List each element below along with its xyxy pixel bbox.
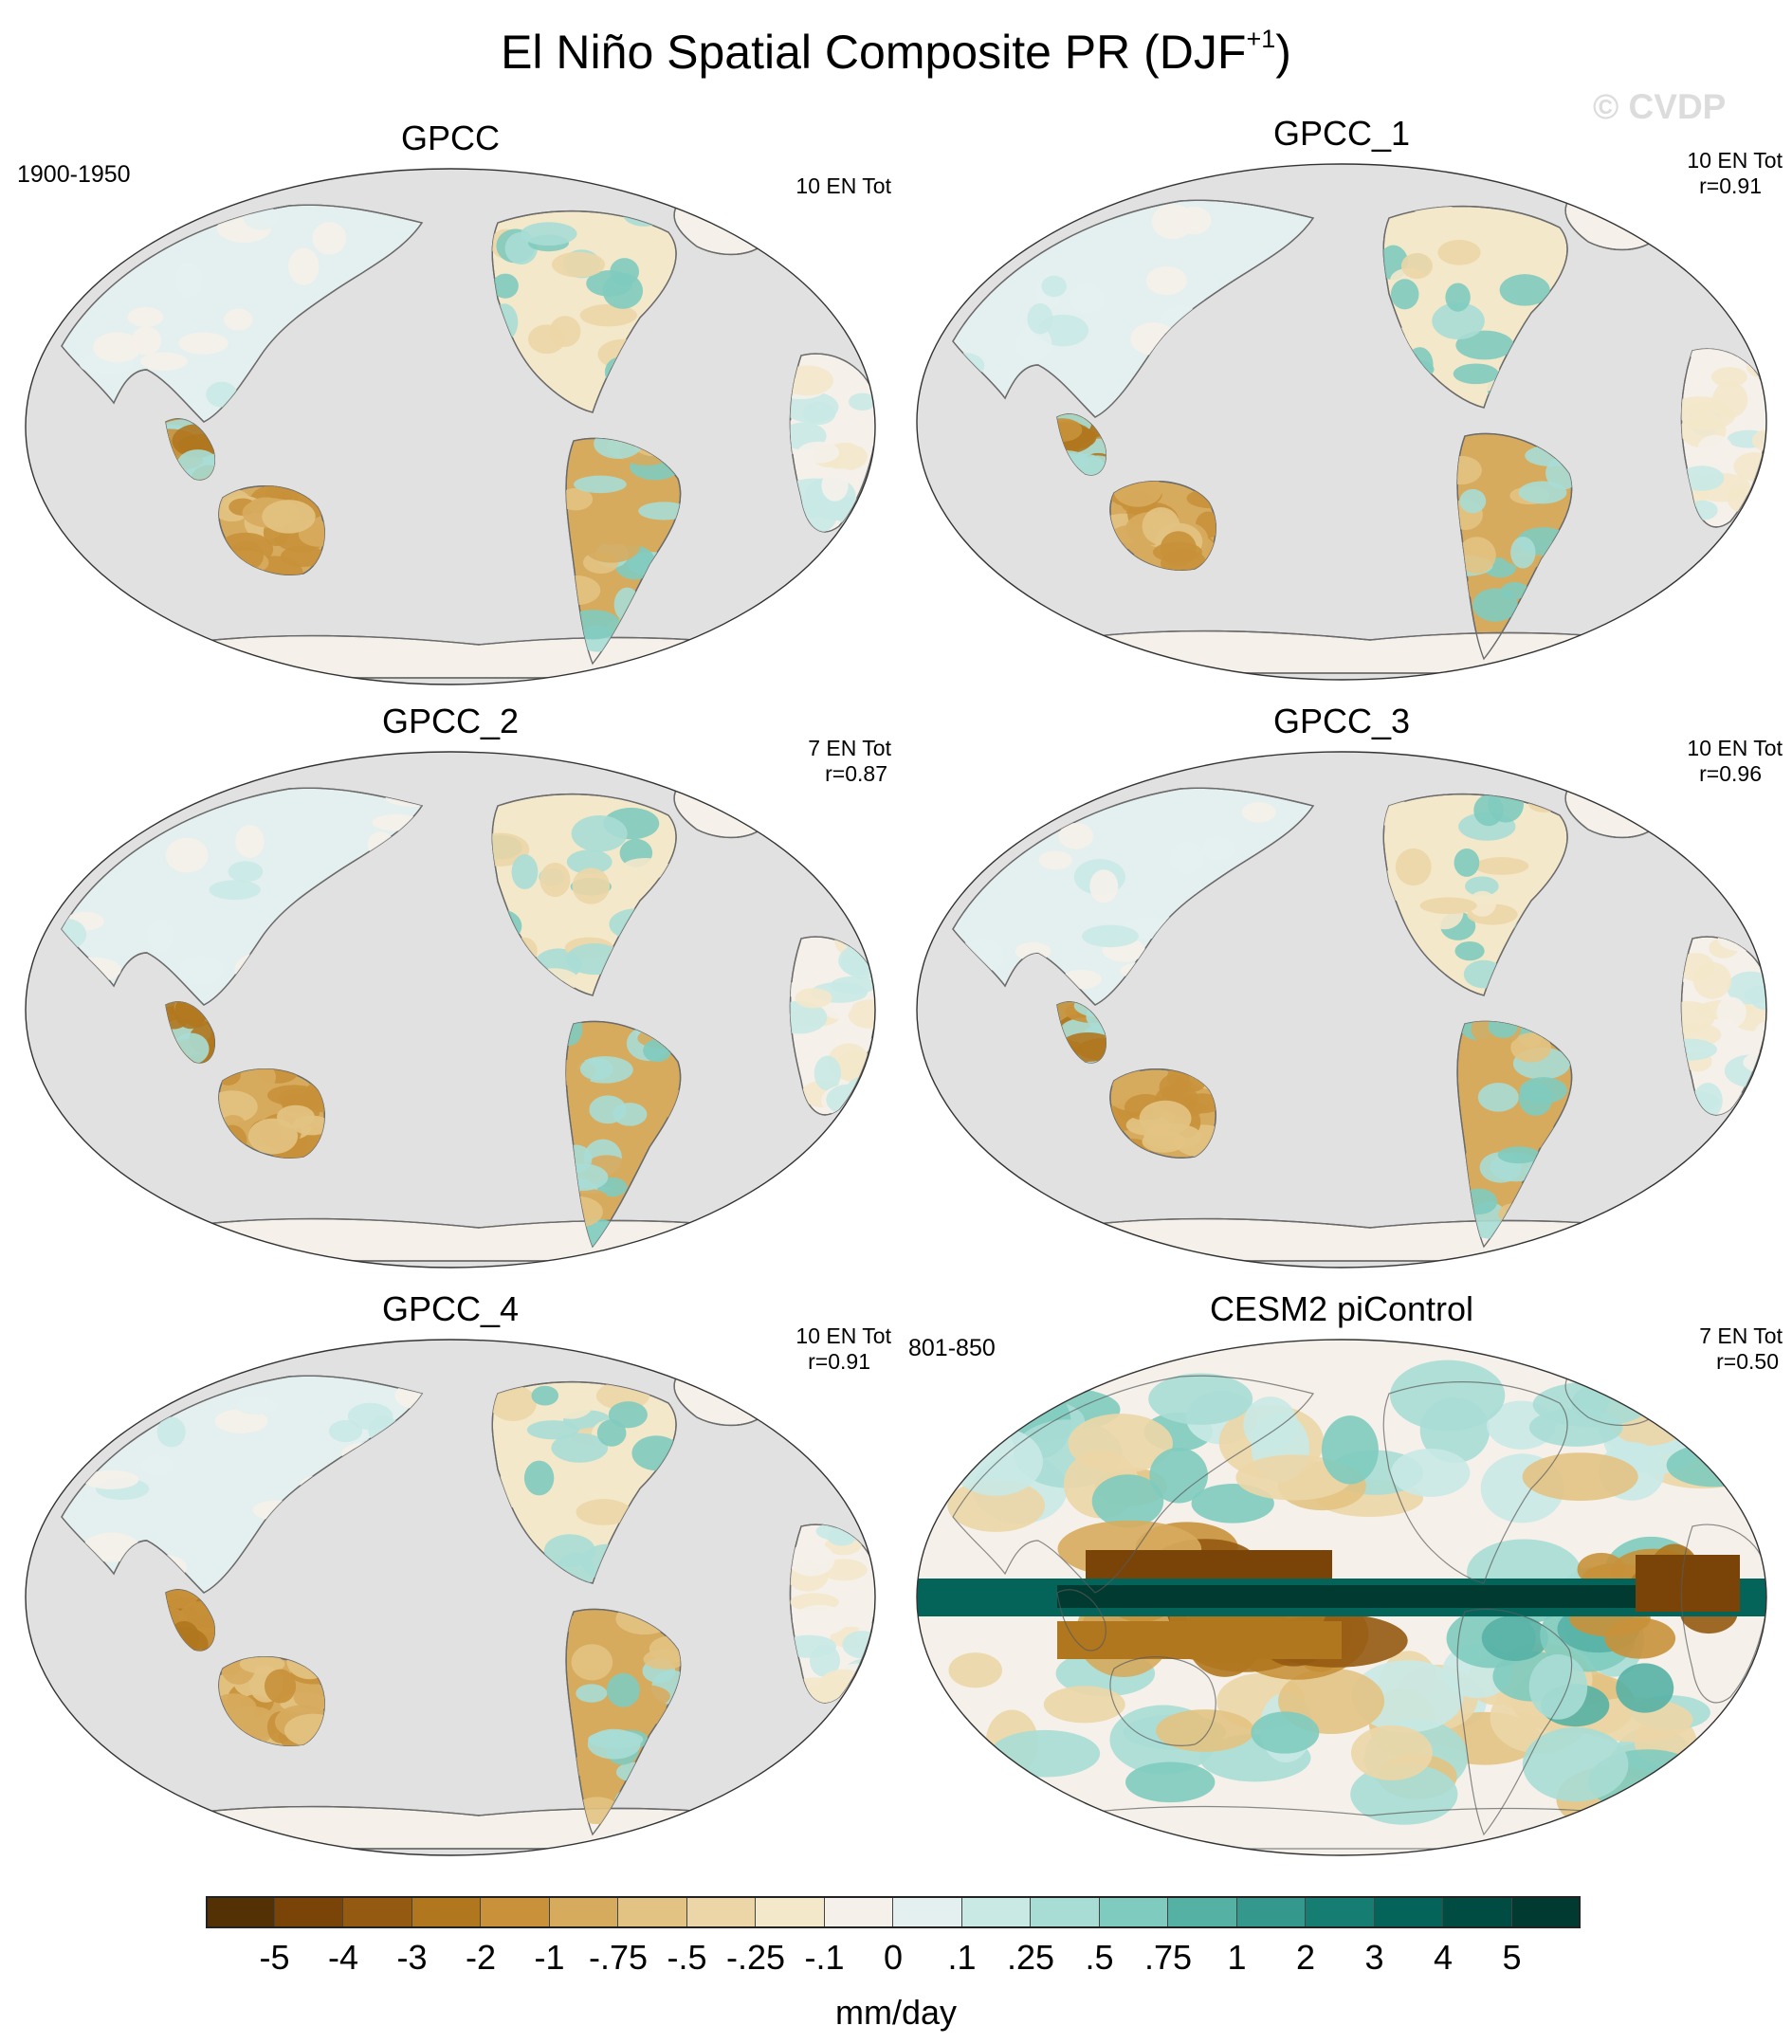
colorbar-swatch — [343, 1896, 412, 1928]
figure-title-text: El Niño Spatial Composite PR (DJF — [501, 26, 1247, 79]
colorbar-tick-label: -2 — [465, 1938, 497, 1977]
colorbar-swatch — [756, 1896, 825, 1928]
colorbar-tick-label: 1 — [1227, 1938, 1247, 1977]
colorbar-tick-label: -3 — [396, 1938, 428, 1977]
colorbar-tick-label: .5 — [1085, 1938, 1114, 1977]
colorbar-tick-label: 2 — [1295, 1938, 1316, 1977]
panel-title: GPCC_4 — [381, 1289, 520, 1328]
panel-title: CESM2 piControl — [1209, 1289, 1474, 1328]
panel-title: GPCC_3 — [1272, 702, 1411, 740]
panel-title: GPCC — [400, 119, 500, 157]
colorbar-tick-label: -4 — [327, 1938, 359, 1977]
panel-stats-count: 10 EN Tot — [795, 1323, 891, 1348]
panel-stats-corr: r=0.87 — [825, 761, 887, 786]
colorbar-swatch — [549, 1896, 618, 1928]
colorbar-tick-label: -.75 — [588, 1938, 649, 1977]
panel-title: GPCC_2 — [381, 702, 520, 740]
figure-title: El Niño Spatial Composite PR (DJF+1) — [0, 25, 1792, 80]
figure-title-superscript: +1 — [1246, 25, 1276, 54]
colorbar-swatch — [824, 1896, 893, 1928]
colorbar-swatch — [481, 1896, 550, 1928]
colorbar-swatch — [206, 1896, 275, 1928]
panel-stats-corr: r=0.91 — [808, 1349, 870, 1374]
panel-stats-count: 7 EN Tot — [1699, 1323, 1783, 1348]
colorbar-swatch — [1099, 1896, 1168, 1928]
colorbar-swatch — [1236, 1896, 1306, 1928]
colorbar-tick-label: -.5 — [667, 1938, 707, 1977]
panel-gpcc-3: GPCC_3 10 EN Tot r=0.96 — [901, 702, 1783, 1280]
colorbar-swatch — [961, 1896, 1031, 1928]
colorbar-swatch — [618, 1896, 687, 1928]
map-gpcc-4 — [25, 1339, 876, 1856]
panel-gpcc-4: GPCC_4 10 EN Tot r=0.91 — [9, 1289, 891, 1868]
colorbar-swatch — [893, 1896, 962, 1928]
panel-period: 1900-1950 — [17, 161, 131, 188]
colorbar-tick-label: .1 — [947, 1938, 977, 1977]
colorbar-tick-label: -1 — [534, 1938, 565, 1977]
colorbar-swatch — [1168, 1896, 1237, 1928]
colorbar-tick-label: 3 — [1364, 1938, 1384, 1977]
colorbar-swatch — [274, 1896, 343, 1928]
colorbar-tick-label: -5 — [259, 1938, 290, 1977]
colorbar-tick-label: 0 — [883, 1938, 904, 1977]
colorbar-tick-label: -.25 — [725, 1938, 786, 1977]
colorbar-swatch — [1306, 1896, 1375, 1928]
watermark: © CVDP — [1593, 87, 1727, 126]
colorbar-swatch — [1443, 1896, 1512, 1928]
map-cesm2-picontrol — [916, 1339, 1767, 1856]
map-gpcc-3 — [916, 751, 1767, 1268]
figure-title-close: ) — [1275, 26, 1291, 79]
map-gpcc-2 — [25, 751, 876, 1268]
panel-stats-count: 7 EN Tot — [808, 736, 891, 760]
colorbar-frame — [206, 1896, 1581, 1928]
panel-title: GPCC_1 — [1272, 114, 1411, 153]
panel-stats-count: 10 EN Tot — [795, 173, 891, 198]
panel-stats-count: 10 EN Tot — [1687, 736, 1783, 760]
colorbar-swatch — [1374, 1896, 1443, 1928]
colorbar-units: mm/day — [834, 1993, 958, 2032]
colorbar-tick-label: .75 — [1143, 1938, 1193, 1977]
colorbar-swatch — [1511, 1896, 1581, 1928]
panel-cesm2-picontrol: CESM2 piControl 801-850 7 EN Tot r=0.50 — [901, 1289, 1783, 1868]
colorbar-tick-label: 5 — [1502, 1938, 1522, 1977]
colorbar-swatch — [411, 1896, 481, 1928]
colorbar-tick-label: 4 — [1433, 1938, 1454, 1977]
map-gpcc — [25, 168, 876, 685]
panel-gpcc-1: GPCC_1 10 EN Tot r=0.91 — [901, 114, 1783, 692]
panel-period: 801-850 — [908, 1335, 996, 1361]
panel-gpcc-2: GPCC_2 7 EN Tot r=0.87 — [9, 702, 891, 1280]
map-gpcc-1 — [916, 163, 1767, 681]
panel-gpcc: GPCC 1900-1950 10 EN Tot — [9, 119, 891, 697]
panel-stats-count: 10 EN Tot — [1687, 148, 1783, 173]
colorbar-tick-label: .25 — [1006, 1938, 1055, 1977]
panel-stats-corr: r=0.50 — [1716, 1349, 1779, 1374]
colorbar — [206, 1896, 1581, 1928]
colorbar-tick-label: -.1 — [804, 1938, 845, 1977]
panel-stats-corr: r=0.91 — [1699, 173, 1762, 198]
colorbar-swatch — [1031, 1896, 1100, 1928]
panel-stats-corr: r=0.96 — [1699, 761, 1762, 786]
colorbar-swatch — [686, 1896, 756, 1928]
